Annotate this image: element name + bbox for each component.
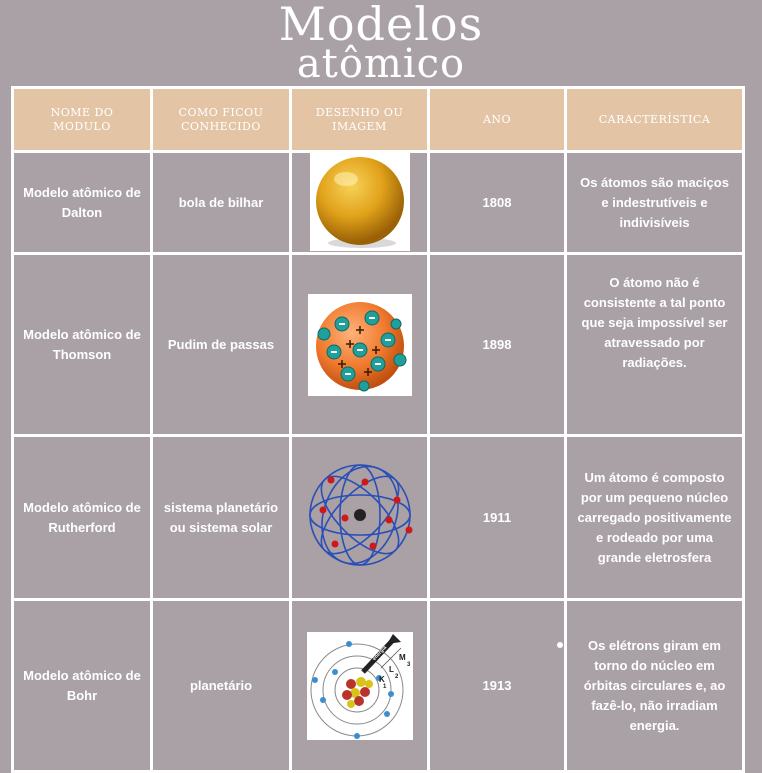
bohr-energy-levels-image: M 3 L 2 K 1 energia xyxy=(306,631,413,740)
table-row: Modelo atômico de Thomson Pudim de passa… xyxy=(11,252,745,437)
image-cell xyxy=(289,252,430,437)
image-cell xyxy=(289,434,430,601)
bullet-item: Os elétrons giram em torno do núcleo em … xyxy=(557,636,734,736)
year-cell: 1898 xyxy=(427,252,567,437)
table-row: Modelo atômico de Dalton bola de bilhar xyxy=(11,150,745,255)
image-cell xyxy=(289,150,430,255)
atomic-models-table: NOME DO MODULO COMO FICOU CONHECIDO DESE… xyxy=(11,86,745,773)
title-line-2: atômico xyxy=(296,41,466,87)
page-title: Modelos atômico xyxy=(0,0,762,86)
year-cell: 1911 xyxy=(427,434,567,601)
feature-cell: Um átomo é composto por um pequeno núcle… xyxy=(564,434,745,601)
bohr-label-m: M xyxy=(399,653,406,662)
model-name-cell: Modelo atômico de Dalton xyxy=(11,150,153,255)
known-as-cell: sistema planetário ou sistema solar xyxy=(150,434,292,601)
header-feature: CARACTERÍSTICA xyxy=(564,86,745,153)
header-year: ANO xyxy=(427,86,567,153)
bohr-label-3: 3 xyxy=(407,662,411,668)
model-name-cell: Modelo atômico de Rutherford xyxy=(11,434,153,601)
rutherford-orbits-image xyxy=(305,460,415,570)
year-cell: 1913 xyxy=(427,598,567,773)
known-as-cell: bola de bilhar xyxy=(150,150,292,255)
header-name: NOME DO MODULO xyxy=(11,86,153,153)
header-row: NOME DO MODULO COMO FICOU CONHECIDO DESE… xyxy=(11,86,745,153)
bohr-label-2: 2 xyxy=(395,674,399,680)
feature-cell: Os átomos são maciços e indestrutíveis e… xyxy=(564,150,745,255)
title-line-1: Modelos xyxy=(278,0,484,51)
header-known: COMO FICOU CONHECIDO xyxy=(150,86,292,153)
bohr-label-1: 1 xyxy=(383,684,387,690)
feature-cell: Os elétrons giram em torno do núcleo em … xyxy=(557,598,745,773)
bohr-label-l: L xyxy=(389,665,394,674)
known-as-cell: Pudim de passas xyxy=(150,252,292,437)
thomson-plum-pudding-image xyxy=(307,293,412,396)
table-row: Modelo atômico de Bohr planetário xyxy=(11,598,745,773)
model-name-cell: Modelo atômico de Thomson xyxy=(11,252,153,437)
bullet-dot-icon xyxy=(557,641,563,648)
known-as-cell: planetário xyxy=(150,598,292,773)
bullet-text: Os elétrons giram em torno do núcleo em … xyxy=(583,637,726,733)
header-drawing: DESENHO OU IMAGEM xyxy=(289,86,430,153)
dalton-sphere-image xyxy=(309,150,410,251)
image-cell: M 3 L 2 K 1 energia xyxy=(289,598,430,773)
model-name-cell: Modelo atômico de Bohr xyxy=(11,598,153,773)
feature-cell: O átomo não é consistente a tal ponto qu… xyxy=(564,252,745,437)
table-row: Modelo atômico de Rutherford sistema pla… xyxy=(11,434,745,601)
year-cell: 1808 xyxy=(427,150,567,255)
bohr-label-k: K xyxy=(379,675,385,684)
